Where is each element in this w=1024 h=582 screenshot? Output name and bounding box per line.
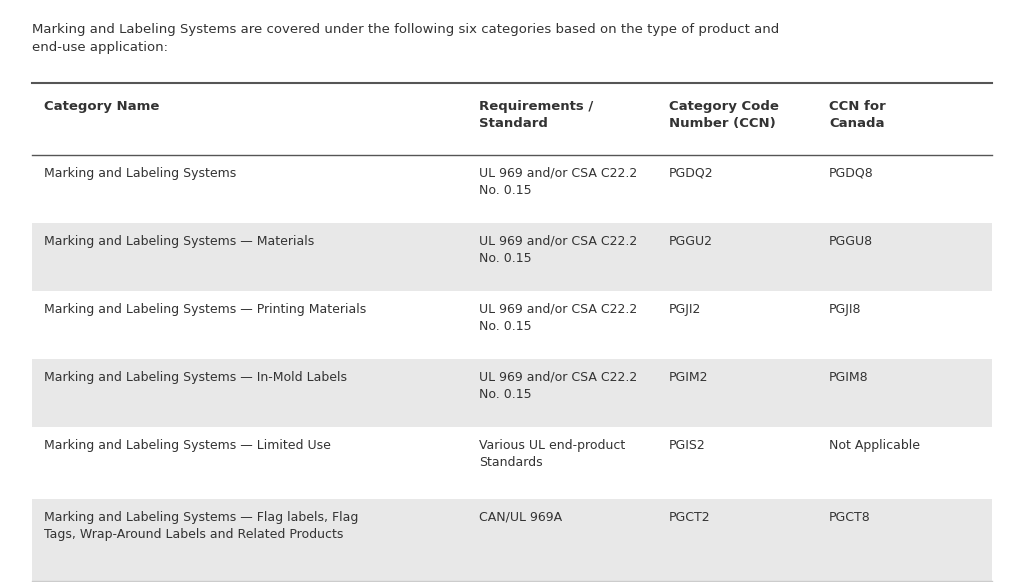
Text: PGCT2: PGCT2: [669, 511, 711, 524]
Text: Category Name: Category Name: [44, 100, 160, 113]
Text: PGIM2: PGIM2: [669, 371, 709, 384]
Text: PGGU8: PGGU8: [829, 235, 873, 248]
Text: PGCT8: PGCT8: [829, 511, 870, 524]
Text: PGIS2: PGIS2: [669, 439, 706, 452]
Text: Marking and Labeling Systems — Printing Materials: Marking and Labeling Systems — Printing …: [44, 303, 367, 316]
Text: UL 969 and/or CSA C22.2
No. 0.15: UL 969 and/or CSA C22.2 No. 0.15: [479, 371, 637, 401]
Text: PGDQ2: PGDQ2: [669, 167, 714, 180]
Text: Marking and Labeling Systems — Materials: Marking and Labeling Systems — Materials: [44, 235, 314, 248]
Text: PGGU2: PGGU2: [669, 235, 713, 248]
Text: UL 969 and/or CSA C22.2
No. 0.15: UL 969 and/or CSA C22.2 No. 0.15: [479, 235, 637, 265]
Text: Various UL end-product
Standards: Various UL end-product Standards: [479, 439, 626, 469]
Text: PGDQ8: PGDQ8: [829, 167, 873, 180]
Text: PGJI8: PGJI8: [829, 303, 861, 316]
Text: Marking and Labeling Systems — In-Mold Labels: Marking and Labeling Systems — In-Mold L…: [44, 371, 347, 384]
Text: Marking and Labeling Systems — Flag labels, Flag
Tags, Wrap-Around Labels and Re: Marking and Labeling Systems — Flag labe…: [44, 511, 358, 541]
Text: PGIM8: PGIM8: [829, 371, 868, 384]
Text: UL 969 and/or CSA C22.2
No. 0.15: UL 969 and/or CSA C22.2 No. 0.15: [479, 167, 637, 197]
Text: Marking and Labeling Systems — Limited Use: Marking and Labeling Systems — Limited U…: [44, 439, 331, 452]
Text: Marking and Labeling Systems are covered under the following six categories base: Marking and Labeling Systems are covered…: [32, 23, 779, 54]
Text: PGJI2: PGJI2: [669, 303, 701, 316]
Text: Category Code
Number (CCN): Category Code Number (CCN): [669, 100, 779, 130]
Text: Marking and Labeling Systems: Marking and Labeling Systems: [44, 167, 237, 180]
Text: UL 969 and/or CSA C22.2
No. 0.15: UL 969 and/or CSA C22.2 No. 0.15: [479, 303, 637, 333]
Text: Not Applicable: Not Applicable: [829, 439, 920, 452]
Text: CAN/UL 969A: CAN/UL 969A: [479, 511, 562, 524]
Text: CCN for
Canada: CCN for Canada: [829, 100, 886, 130]
Text: Requirements /
Standard: Requirements / Standard: [479, 100, 593, 130]
